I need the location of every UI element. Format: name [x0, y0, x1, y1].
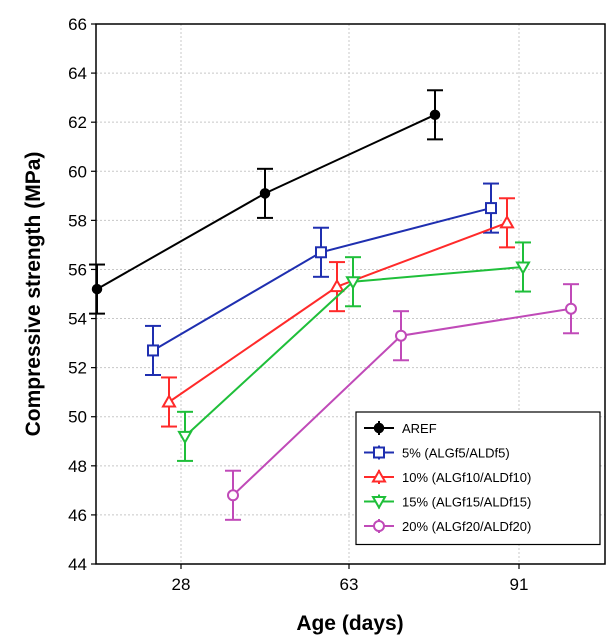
y-tick-label: 52	[68, 359, 87, 378]
y-axis-title: Compressive strength (MPa)	[22, 152, 45, 437]
data-point	[395, 329, 407, 342]
data-point	[345, 276, 361, 290]
data-point	[161, 393, 177, 408]
y-tick-label: 64	[68, 64, 87, 83]
legend-item: AREF	[364, 421, 437, 436]
legend-marker	[373, 446, 385, 459]
x-axis-ticks: 28 63 91	[172, 564, 529, 594]
series-group	[161, 197, 515, 428]
y-tick-label: 62	[68, 113, 87, 132]
data-point	[329, 278, 345, 293]
data-point	[91, 283, 103, 295]
y-tick-label: 54	[68, 310, 87, 329]
data-point	[485, 202, 497, 215]
data-point	[177, 430, 193, 445]
data-point	[515, 261, 531, 276]
legend: AREF 5% (ALGf5/ALDf5) 10% (ALGf10/ALDf10) 1…	[355, 411, 601, 546]
legend-marker	[373, 520, 385, 532]
y-tick-label: 56	[68, 260, 87, 279]
legend-marker	[371, 468, 387, 483]
legend-label: 15% (ALGf15/ALDf15)	[402, 495, 531, 510]
y-tick-label: 46	[68, 506, 87, 525]
series-group	[89, 89, 443, 315]
x-tick-label: 91	[510, 575, 529, 594]
data-point	[227, 489, 239, 502]
y-tick-label: 58	[68, 211, 87, 230]
data-point	[147, 344, 159, 357]
x-tick-label: 28	[172, 575, 191, 594]
legend-item: 10% (ALGf10/ALDf10)	[364, 468, 531, 485]
data-point	[429, 109, 441, 121]
x-axis-title: Age (days)	[296, 612, 403, 635]
legend-label: 10% (ALGf10/ALDf10)	[402, 470, 531, 485]
legend-item: 20% (ALGf20/ALDf20)	[364, 519, 531, 534]
legend-item: 5% (ALGf5/ALDf5)	[364, 445, 510, 461]
series-group	[145, 182, 499, 376]
legend-label: 5% (ALGf5/ALDf5)	[402, 446, 510, 461]
data-point	[259, 188, 271, 199]
legend-marker	[371, 496, 387, 510]
y-tick-label: 48	[68, 457, 87, 476]
y-axis-ticks: 44 46 48 50 52 54 56 58 60 62 64 66	[68, 15, 96, 574]
data-point	[315, 246, 327, 259]
y-tick-label: 66	[68, 15, 87, 34]
series-layer	[89, 89, 579, 521]
legend-marker	[373, 422, 385, 434]
y-tick-label: 50	[68, 408, 87, 427]
legend-label: AREF	[402, 421, 437, 436]
y-tick-label: 44	[68, 555, 87, 574]
x-tick-label: 63	[340, 575, 359, 594]
legend-label: 20% (ALGf20/ALDf20)	[402, 519, 531, 534]
legend-item: 15% (ALGf15/ALDf15)	[364, 494, 531, 510]
series-group	[225, 283, 579, 521]
legend-box	[355, 411, 601, 546]
y-tick-label: 60	[68, 162, 87, 181]
data-point	[499, 214, 515, 229]
series-group	[177, 241, 531, 462]
data-point	[565, 302, 577, 315]
